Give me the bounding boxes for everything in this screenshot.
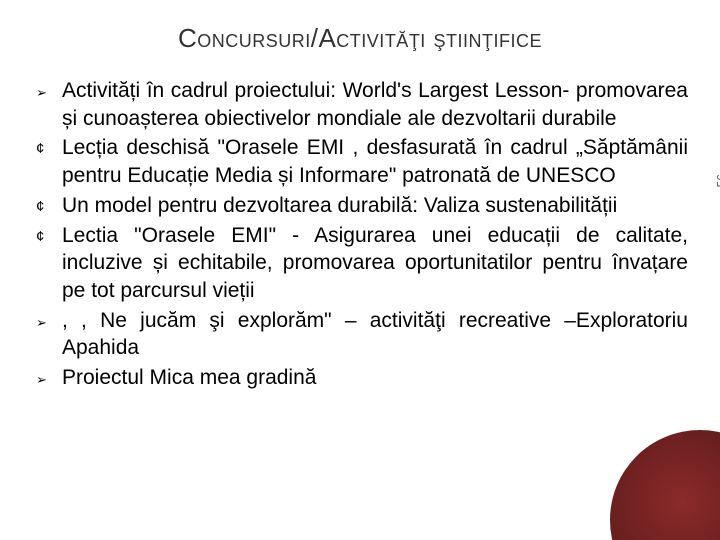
slide-title: Concursuri/Activităţi ştiinţifice xyxy=(30,18,690,55)
item-text: Activități în cadrul proiectului: World'… xyxy=(62,77,688,132)
item-text: , , Ne jucăm şi explorăm" – activităţi r… xyxy=(62,307,688,362)
list-item: ¢ Un model pentru dezvoltarea durabilă: … xyxy=(36,192,688,220)
item-text: Lectia "Orasele EMI" - Asigurarea unei e… xyxy=(62,222,688,305)
slide: Concursuri/Activităţi ştiinţifice ➢ Acti… xyxy=(0,0,720,540)
arrow-bullet-icon: ➢ xyxy=(36,307,62,331)
item-text: Lecția deschisă "Orasele EMI , desfasura… xyxy=(62,134,688,189)
title-part-1: Concursuri/ xyxy=(178,23,319,53)
list-item: ¢ Lecția deschisă "Orasele EMI , desfasu… xyxy=(36,134,688,189)
circle-bullet-icon: ¢ xyxy=(36,134,62,159)
arrow-bullet-icon: ➢ xyxy=(36,364,62,388)
item-text: Un model pentru dezvoltarea durabilă: Va… xyxy=(62,192,688,220)
decorative-circle xyxy=(610,430,720,540)
list-item: ➢ Proiectul Mica mea gradină xyxy=(36,364,688,392)
list-item: ¢ Lectia "Orasele EMI" - Asigurarea unei… xyxy=(36,222,688,305)
list-item: ➢ , , Ne jucăm şi explorăm" – activităţi… xyxy=(36,307,688,362)
arrow-bullet-icon: ➢ xyxy=(36,77,62,101)
circle-bullet-icon: ¢ xyxy=(36,222,62,247)
bullet-list: ➢ Activități în cadrul proiectului: Worl… xyxy=(30,77,690,392)
item-text: Proiectul Mica mea gradină xyxy=(62,364,688,392)
circle-bullet-icon: ¢ xyxy=(36,192,62,217)
page-number: 56 xyxy=(714,174,720,187)
list-item: ➢ Activități în cadrul proiectului: Worl… xyxy=(36,77,688,132)
title-part-2: Activităţi ştiinţifice xyxy=(318,23,542,53)
